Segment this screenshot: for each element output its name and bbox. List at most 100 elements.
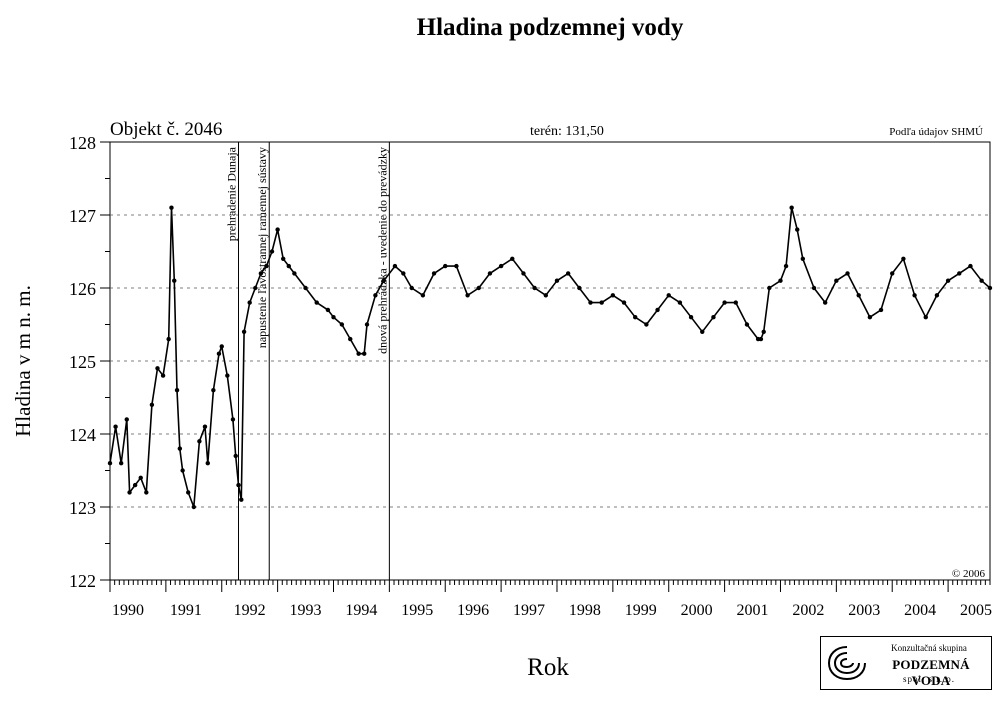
logo-line-2: PODZEMNÁ VODA [892,657,970,688]
data-point [230,417,236,422]
data-point [979,278,984,283]
data-point [174,388,180,393]
x-axis-ticks: 1990 1991 1992 1993 1994 1995 1996 1997 1998 1999… [109,580,992,619]
series-line [109,206,991,508]
x-tick-label: 2003 [848,602,880,619]
y-tick-label: 122 [69,571,96,591]
data-point [688,315,694,320]
data-point [239,497,244,502]
data-point [666,293,671,298]
data-point [241,329,247,334]
data-point [292,271,297,276]
data-point [957,271,962,276]
data-point [454,263,459,269]
event-label: dnová prehrádzka - uvedenie do prevádzky [375,147,389,354]
terrain-label: terén: 131,50 [530,124,604,139]
data-point [744,322,750,327]
data-point [758,336,764,342]
data-point [510,256,515,261]
x-tick-label: 1990 [112,602,144,619]
logo-line-1: Konzultačná skupina [891,643,967,653]
data-point [867,315,873,320]
data-point [211,388,216,393]
data-point [811,285,817,291]
data-point [202,424,208,429]
data-point [166,336,171,342]
x-tick-label: 1991 [170,602,202,619]
data-point [216,351,222,356]
y-tick-label: 126 [69,279,96,299]
y-tick-label: 127 [69,206,96,226]
data-point [180,468,185,473]
event-label: napustenie ľavostrannej ramennej sústavy [255,147,269,348]
data-point [420,293,426,298]
x-tick-label: 1997 [513,602,545,619]
data-point [700,329,705,334]
data-point [247,300,252,305]
data-point [118,461,124,466]
data-point [878,307,884,313]
data-point [968,263,973,269]
data-point [610,293,616,298]
data-point [800,256,806,261]
x-tick-label: 1998 [569,602,601,619]
data-point [795,227,800,232]
data-point [325,307,331,313]
data-point [362,351,367,356]
data-point [197,439,202,444]
x-axis-label: Rok [527,654,569,681]
data-point [160,373,166,378]
plot-frame [109,141,991,581]
x-tick-label: 1995 [401,602,433,619]
data-point [401,271,406,276]
x-tick-label: 1994 [345,602,377,619]
data-point [677,300,683,305]
y-axis-label: Hladina v m n. m. [11,285,35,437]
data-point [348,336,353,342]
data-point [155,366,160,371]
data-point [711,315,716,320]
data-point [364,322,370,327]
x-tick-label: 2000 [681,602,713,619]
data-point [373,293,378,298]
data-point [778,278,783,283]
data-point [169,205,174,210]
data-point [219,344,224,349]
y-tick-label: 124 [69,425,96,445]
data-point [599,300,604,305]
data-point [236,482,241,488]
data-point [890,271,895,276]
data-point [621,300,627,305]
company-logo: Konzultačná skupina PODZEMNÁ VODA spol. … [820,636,992,690]
data-point [465,293,470,298]
swirl-logo-icon [827,646,866,681]
data-point [356,351,361,356]
data-point [331,315,336,320]
data-point [487,271,493,276]
data-point [191,504,197,510]
copyright-label: © 2006 [952,568,986,580]
x-tick-label: 1993 [290,602,322,619]
x-tick-label: 1996 [457,602,489,619]
data-point [789,205,794,210]
data-point [761,329,766,334]
data-point [138,475,143,480]
x-tick-label: 2002 [792,602,824,619]
data-point [186,490,191,495]
data-point [132,482,138,488]
data-point [822,300,828,305]
x-tick-label: 2001 [737,602,769,619]
data-point [253,285,258,291]
source-label: Podľa údajov SHMÚ [889,126,983,138]
data-point [901,256,906,261]
data-point [205,461,210,466]
data-point [392,263,398,269]
logo-line-3: spol. s r. o. [902,674,955,684]
data-point [783,263,789,269]
y-axis-ticks: 122 123 124 125 126 127 128 [69,133,110,591]
data-point [532,285,537,291]
data-point [722,300,727,305]
data-point [856,293,861,298]
data-point [233,453,238,459]
